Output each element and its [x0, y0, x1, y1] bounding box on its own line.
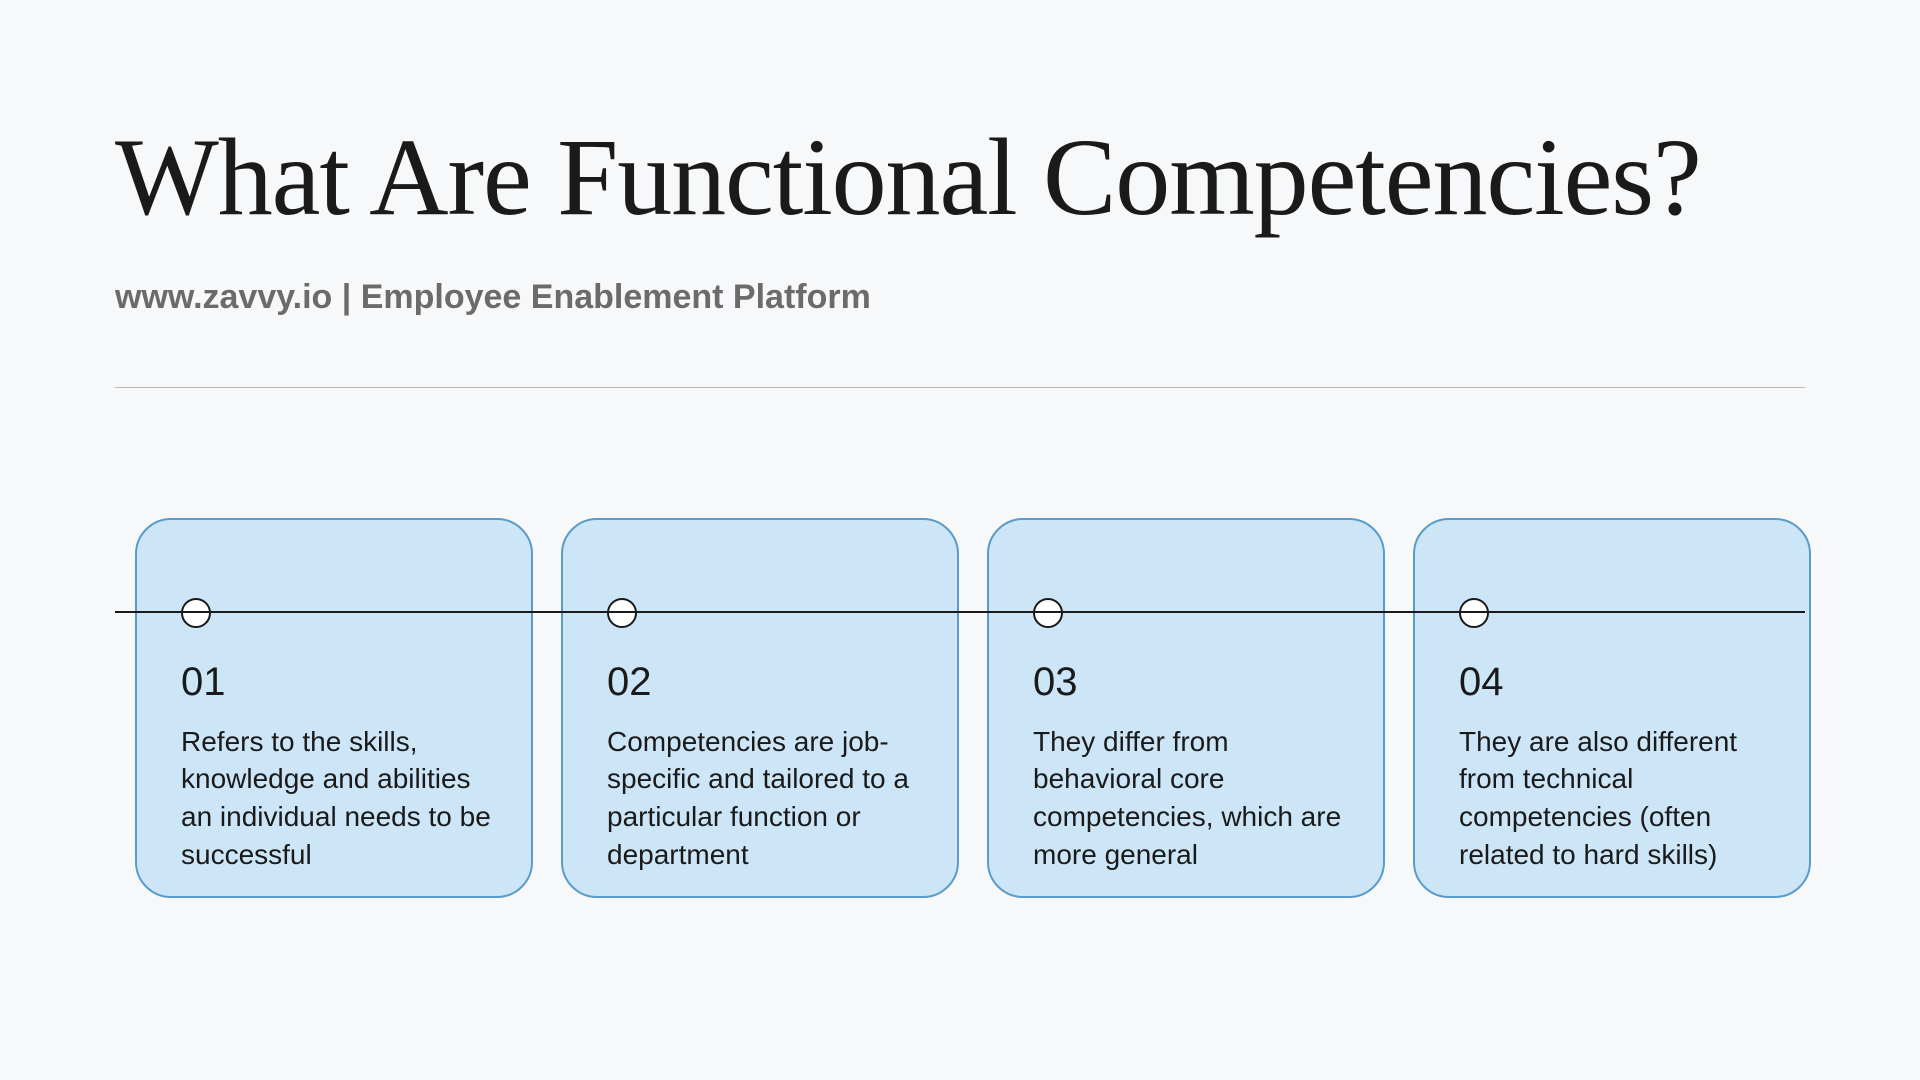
card-number: 01	[181, 660, 491, 705]
divider-line	[115, 387, 1805, 388]
dot-icon	[607, 598, 637, 628]
page-title: What Are Functional Competencies?	[115, 120, 1805, 236]
connector-line	[115, 611, 1805, 613]
dot-icon	[1459, 598, 1489, 628]
card-description: Competencies are job-specific and tailor…	[607, 723, 917, 874]
cards-container: 01 Refers to the skills, knowledge and a…	[115, 518, 1805, 918]
card-02: 02 Competencies are job-specific and tai…	[561, 518, 959, 898]
dot-icon	[1033, 598, 1063, 628]
page-subtitle: www.zavvy.io | Employee Enablement Platf…	[115, 278, 1805, 317]
card-description: They differ from behavioral core compete…	[1033, 723, 1343, 874]
dot-icon	[181, 598, 211, 628]
card-number: 04	[1459, 660, 1769, 705]
card-01: 01 Refers to the skills, knowledge and a…	[135, 518, 533, 898]
card-number: 02	[607, 660, 917, 705]
card-description: They are also different from technical c…	[1459, 723, 1769, 874]
card-number: 03	[1033, 660, 1343, 705]
card-03: 03 They differ from behavioral core comp…	[987, 518, 1385, 898]
card-04: 04 They are also different from technica…	[1413, 518, 1811, 898]
card-description: Refers to the skills, knowledge and abil…	[181, 723, 491, 874]
